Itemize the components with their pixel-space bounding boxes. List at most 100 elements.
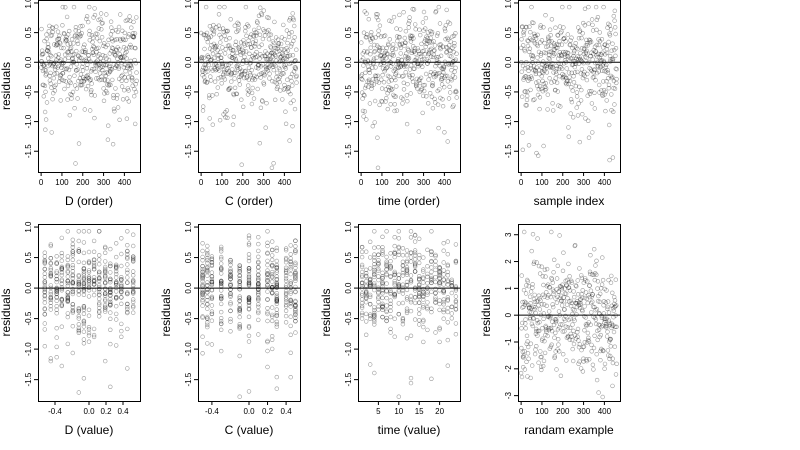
data-point — [119, 251, 124, 257]
data-point — [569, 84, 574, 90]
chart-panel-4: 0 100 200 300 4001.00.50.0-0.5-1.0-1.5sample… — [479, 0, 621, 208]
data-point — [246, 24, 251, 29]
data-point — [111, 93, 116, 98]
data-point — [412, 269, 418, 274]
data-point — [557, 233, 562, 238]
plot-frame — [358, 224, 461, 402]
data-point — [396, 56, 401, 62]
data-point — [584, 55, 589, 60]
data-point — [398, 45, 404, 51]
x-tick-label: 15 — [415, 407, 424, 416]
data-point — [369, 86, 374, 91]
data-point — [272, 45, 277, 51]
data-point — [228, 287, 233, 292]
data-point — [526, 38, 531, 44]
data-point — [453, 258, 459, 264]
y-tick-label: 2 — [504, 259, 513, 264]
data-point — [258, 105, 264, 111]
data-point — [81, 78, 87, 84]
data-point — [70, 302, 76, 307]
data-point — [388, 298, 393, 303]
data-point — [270, 290, 275, 295]
data-point — [288, 243, 293, 248]
data-point — [81, 240, 87, 245]
y-tick-label: -1.0 — [504, 114, 513, 128]
data-point — [536, 86, 541, 92]
data-point — [274, 283, 279, 288]
data-point — [579, 347, 584, 353]
data-point — [380, 304, 385, 309]
data-point — [436, 4, 441, 10]
data-point — [38, 65, 44, 70]
data-point — [421, 317, 426, 323]
data-point — [274, 297, 279, 303]
data-point — [607, 33, 613, 38]
data-point — [551, 291, 556, 297]
data-point — [65, 278, 71, 284]
data-point — [119, 301, 124, 306]
data-point — [54, 291, 59, 296]
data-point — [392, 75, 397, 80]
data-point — [370, 36, 375, 41]
data-point — [261, 8, 266, 13]
data-point — [525, 351, 531, 356]
data-point — [223, 46, 228, 52]
data-point — [445, 35, 450, 41]
data-point — [564, 302, 570, 307]
data-point — [99, 21, 105, 26]
x-tick-label: -0.4 — [205, 407, 219, 416]
data-point — [82, 50, 88, 55]
data-point — [453, 65, 458, 71]
data-point — [213, 61, 218, 66]
data-point — [77, 76, 83, 81]
x-tick-label: 200 — [396, 178, 410, 187]
data-point — [388, 304, 393, 310]
data-point — [91, 282, 97, 287]
data-point — [433, 262, 438, 268]
data-point — [102, 77, 107, 82]
data-point — [83, 48, 88, 53]
data-point — [545, 333, 550, 339]
data-point — [85, 83, 91, 89]
data-point — [441, 64, 446, 69]
data-point — [113, 343, 119, 348]
data-point — [564, 282, 569, 288]
data-point — [246, 333, 252, 338]
data-point — [523, 321, 528, 326]
data-point — [243, 28, 248, 34]
data-point — [570, 115, 576, 120]
data-point — [102, 250, 108, 256]
data-point — [410, 72, 415, 78]
data-point — [113, 282, 119, 288]
data-point — [234, 91, 240, 97]
data-point — [444, 7, 449, 13]
data-point — [360, 96, 365, 101]
data-point — [264, 66, 269, 72]
data-point — [237, 314, 242, 320]
data-point — [417, 294, 422, 300]
data-point — [200, 292, 205, 298]
data-point — [70, 350, 76, 356]
data-point — [283, 109, 288, 114]
data-point — [48, 307, 53, 312]
data-point — [288, 314, 293, 319]
data-point — [205, 314, 210, 320]
data-point — [542, 40, 547, 46]
data-point — [65, 42, 71, 47]
data-point — [376, 45, 381, 50]
data-point — [246, 266, 252, 271]
data-point — [246, 255, 252, 261]
data-point — [550, 302, 555, 307]
data-point — [107, 68, 113, 74]
data-point — [433, 73, 439, 79]
data-point — [200, 292, 205, 297]
data-point — [221, 72, 226, 77]
data-point — [543, 50, 549, 56]
data-point — [228, 262, 233, 267]
data-point — [584, 77, 590, 83]
data-point — [391, 68, 396, 74]
data-point — [583, 50, 588, 55]
data-point — [43, 68, 49, 73]
data-point — [108, 289, 113, 294]
data-point — [582, 340, 587, 345]
